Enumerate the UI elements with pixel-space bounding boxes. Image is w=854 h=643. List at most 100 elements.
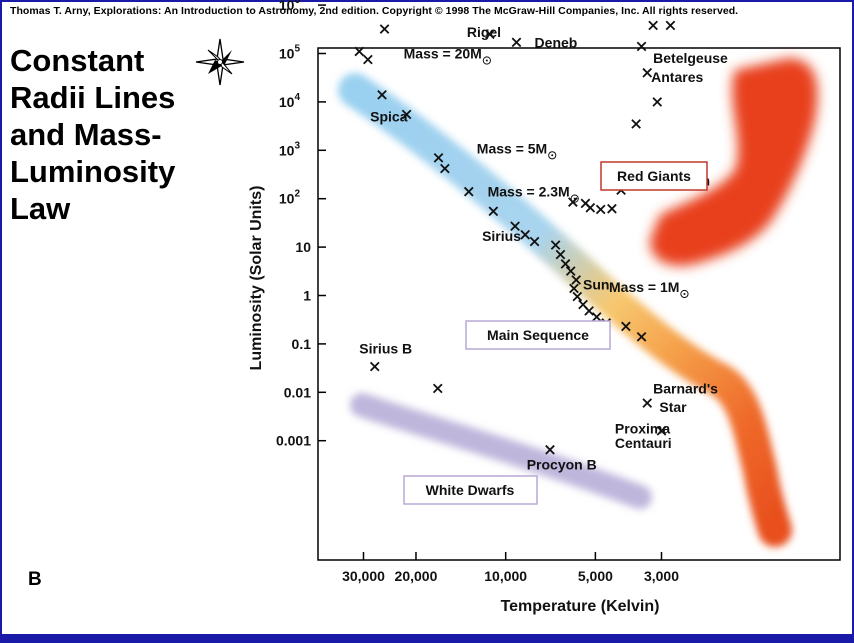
star-marker: [642, 398, 653, 408]
y-tick-label: 102: [279, 189, 301, 207]
star-label: Spica: [370, 108, 408, 124]
star-marker: [607, 203, 617, 214]
star-marker: [529, 236, 540, 247]
red-giants-label: Red Giants: [600, 161, 708, 191]
star-label: Star: [659, 399, 687, 415]
mass-label: Mass = 1M: [609, 279, 679, 295]
star-marker: [363, 54, 373, 65]
star-marker: [379, 24, 390, 34]
sun-symbol-dot: [551, 154, 554, 157]
white-dwarfs-label-text: White Dwarfs: [426, 482, 515, 498]
sun-symbol-dot: [683, 292, 686, 295]
star-label: Sun: [583, 276, 609, 292]
star-label: Rigel: [467, 24, 501, 40]
title-line: Luminosity: [10, 154, 176, 189]
title-line: Radii Lines: [10, 80, 176, 115]
star-marker: [354, 46, 365, 57]
star-marker: [560, 259, 571, 269]
sun-symbol-icon: [548, 151, 557, 160]
star-marker: [584, 306, 594, 316]
mass-label: Mass = 20M: [404, 46, 482, 62]
white-dwarfs-label: White Dwarfs: [403, 475, 538, 505]
star-marker: [636, 41, 647, 52]
panel-letter: B: [28, 569, 42, 590]
star-label: Procyon B: [527, 457, 597, 473]
y-tick-label: 106: [279, 0, 301, 13]
y-tick-label: 1: [303, 288, 311, 304]
main-sequence-band: [338, 73, 792, 547]
star-marker: [636, 331, 647, 342]
star-marker: [585, 202, 596, 213]
x-tick-label: 30,000: [342, 568, 385, 584]
y-axis-title: Luminosity (Solar Units): [248, 186, 265, 371]
mass-label: Mass = 5M: [477, 140, 547, 156]
star-marker: [631, 119, 641, 129]
star-marker: [595, 204, 606, 215]
star-marker: [565, 266, 576, 276]
title-line: Constant: [10, 43, 145, 78]
sun-symbol-icon: [680, 289, 689, 299]
star-label: Barnard's: [653, 380, 718, 396]
star-marker: [571, 275, 582, 285]
star-label: Sirius B: [359, 341, 412, 357]
compass-star-icon: [195, 38, 245, 86]
star-marker: [550, 240, 561, 250]
star-label: Betelgeuse: [653, 50, 728, 66]
x-tick-label: 10,000: [484, 568, 527, 584]
sun-symbol-dot: [485, 59, 488, 62]
sun-symbol-icon: [570, 194, 579, 203]
star-marker: [648, 20, 658, 31]
star-marker: [377, 89, 387, 100]
star-marker: [488, 206, 499, 217]
star-marker: [433, 152, 444, 163]
main-sequence-label: Main Sequence: [465, 320, 611, 350]
star-marker: [510, 221, 520, 232]
star-marker: [569, 283, 579, 294]
star-label: Proxima: [615, 420, 670, 436]
mass-label: Mass = 2.3M: [488, 184, 570, 200]
star-marker: [511, 37, 522, 48]
y-tick-label: 0.001: [276, 433, 311, 449]
white-dwarfs-band: [350, 393, 652, 509]
star-marker: [463, 186, 474, 197]
slide-frame-bottom: [0, 634, 854, 643]
star-label: Deneb: [535, 34, 578, 50]
slide-title: Constant Radii Lines and Mass- Luminosit…: [10, 42, 175, 227]
red-giants-band: [650, 58, 818, 266]
x-tick-label: 20,000: [395, 568, 438, 584]
red-giants-label-text: Red Giants: [617, 168, 691, 184]
y-tick-label: 103: [279, 140, 301, 158]
y-tick-label: 0.1: [292, 336, 312, 352]
y-tick-label: 104: [279, 92, 301, 110]
y-tick-label: 0.01: [284, 384, 311, 400]
star-marker: [572, 291, 583, 302]
star-marker: [591, 312, 602, 322]
star-marker: [440, 163, 450, 174]
star-marker: [656, 425, 667, 436]
y-tick-label: 105: [279, 44, 301, 62]
star-label: Sirius: [482, 228, 521, 244]
title-line: and Mass-: [10, 117, 162, 152]
star-marker: [520, 229, 531, 240]
star-label: Antares: [651, 69, 703, 85]
star-marker: [369, 361, 380, 372]
x-tick-label: 5,000: [578, 568, 613, 584]
sun-symbol-dot: [573, 197, 576, 200]
star-marker: [555, 249, 566, 260]
star-marker: [621, 321, 631, 332]
x-axis-title: Temperature (Kelvin): [501, 598, 660, 615]
copyright-credit: Thomas T. Arny, Explorations: An Introdu…: [10, 5, 739, 17]
star-marker: [642, 67, 653, 78]
star-label: Centauri: [615, 435, 672, 451]
sun-symbol-icon: [482, 56, 491, 65]
x-tick-label: 3,000: [644, 568, 679, 584]
title-line: Law: [10, 191, 71, 226]
star-marker: [665, 20, 676, 31]
star-marker: [432, 383, 443, 394]
main-sequence-label-text: Main Sequence: [487, 327, 589, 343]
star-marker: [401, 109, 412, 120]
star-marker: [652, 97, 663, 107]
star-marker: [545, 444, 555, 455]
y-tick-label: 10: [295, 239, 311, 255]
